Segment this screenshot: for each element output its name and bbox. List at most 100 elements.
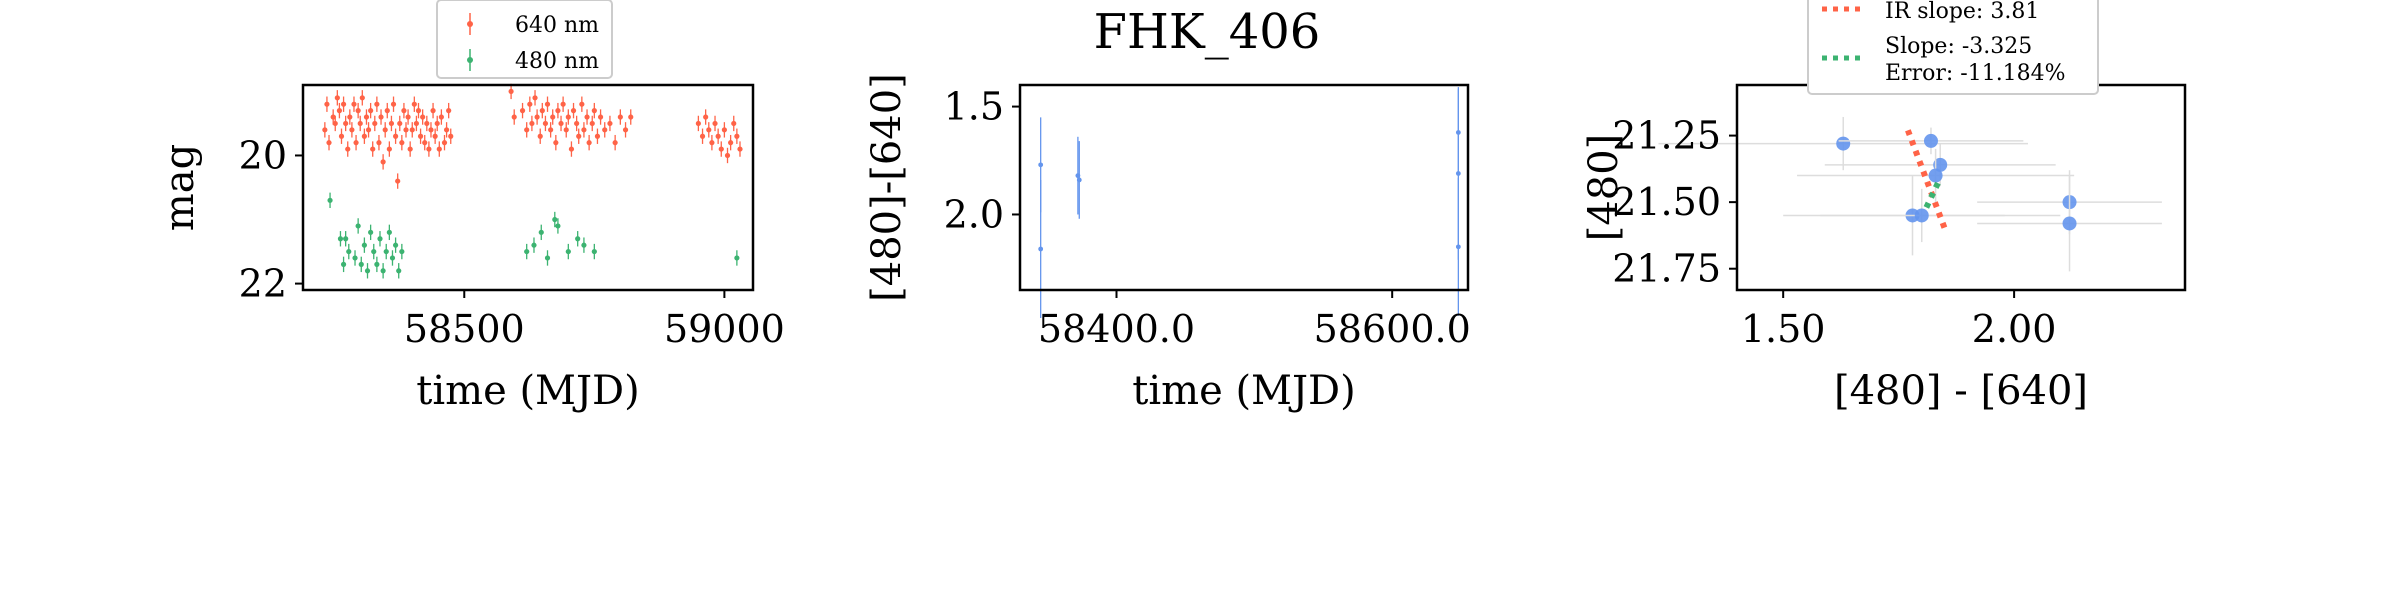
data-point bbox=[731, 120, 737, 127]
fit-line-1 bbox=[1923, 176, 1943, 209]
y-tick-label: 1.5 bbox=[944, 85, 1004, 129]
data-point bbox=[586, 140, 592, 146]
y-tick-label: 20 bbox=[239, 133, 287, 177]
data-point bbox=[574, 120, 580, 127]
data-point bbox=[1928, 168, 1943, 183]
data-point bbox=[734, 133, 740, 139]
legend-label: Error: -11.184% bbox=[1885, 61, 2066, 86]
axes-frame bbox=[1018, 83, 1470, 292]
data-point bbox=[378, 114, 384, 120]
data-point bbox=[531, 242, 537, 248]
data-point bbox=[1455, 244, 1461, 250]
data-point bbox=[1455, 171, 1461, 176]
data-point bbox=[565, 114, 571, 120]
series-0 bbox=[1038, 87, 1461, 319]
data-point bbox=[395, 178, 401, 184]
data-point bbox=[396, 268, 402, 274]
data-point bbox=[709, 140, 715, 146]
y-axis-label: [480] bbox=[1581, 134, 1627, 242]
data-point bbox=[334, 95, 340, 101]
data-point bbox=[699, 133, 706, 139]
data-point bbox=[365, 127, 372, 133]
data-point bbox=[399, 140, 405, 146]
data-point bbox=[555, 108, 561, 114]
data-point bbox=[527, 101, 533, 107]
data-point bbox=[337, 236, 344, 242]
data-point bbox=[397, 120, 403, 127]
x-axis-label: [480] - [640] bbox=[1834, 368, 2088, 414]
data-point bbox=[537, 133, 543, 139]
data-point bbox=[336, 108, 343, 114]
data-point bbox=[721, 127, 727, 133]
data-point bbox=[734, 255, 740, 261]
data-point bbox=[602, 127, 608, 133]
data-point bbox=[508, 88, 514, 95]
data-point bbox=[1836, 136, 1851, 151]
data-point bbox=[388, 120, 395, 127]
data-point bbox=[436, 146, 442, 152]
data-point bbox=[594, 133, 601, 139]
data-point bbox=[1914, 208, 1929, 223]
legend-label: 640 nm bbox=[515, 13, 599, 38]
series-640-nm bbox=[322, 83, 743, 189]
data-point bbox=[534, 114, 540, 120]
data-point bbox=[715, 133, 721, 139]
data-point bbox=[340, 101, 347, 107]
y-tick-label: 22 bbox=[239, 262, 287, 306]
data-point bbox=[399, 248, 405, 255]
data-point bbox=[403, 127, 409, 133]
data-point bbox=[568, 146, 575, 152]
data-point bbox=[446, 108, 452, 114]
data-point bbox=[426, 146, 432, 152]
data-point bbox=[382, 127, 388, 133]
x-tick-label: 58500 bbox=[404, 307, 525, 351]
y-tick-label: 2.0 bbox=[944, 192, 1004, 236]
data-point bbox=[420, 114, 426, 120]
data-point bbox=[349, 127, 355, 133]
data-point bbox=[441, 140, 448, 146]
data-point bbox=[581, 127, 587, 133]
series-480-nm bbox=[327, 192, 740, 279]
data-point bbox=[355, 108, 361, 114]
data-point bbox=[563, 127, 569, 133]
data-point bbox=[411, 101, 417, 107]
data-point bbox=[438, 114, 444, 120]
data-point bbox=[544, 101, 551, 107]
data-point bbox=[330, 114, 336, 120]
data-point bbox=[706, 127, 712, 133]
data-point bbox=[1923, 133, 1938, 148]
data-point bbox=[589, 120, 595, 127]
data-point bbox=[383, 248, 389, 255]
y-tick-label: 21.75 bbox=[1612, 247, 1721, 291]
data-point bbox=[345, 146, 351, 152]
data-point bbox=[628, 114, 634, 120]
x-tick-label: 2.00 bbox=[1972, 307, 2057, 351]
legend-box bbox=[436, 0, 613, 79]
data-point bbox=[371, 248, 377, 255]
legend-marker bbox=[467, 21, 473, 27]
data-point bbox=[380, 268, 386, 274]
data-point bbox=[1076, 177, 1082, 183]
legend-label: 480 nm bbox=[515, 49, 599, 74]
data-point bbox=[352, 255, 358, 261]
data-point bbox=[581, 242, 587, 248]
data-point bbox=[370, 146, 376, 152]
data-point bbox=[368, 229, 374, 235]
data-point bbox=[374, 261, 380, 267]
data-point bbox=[576, 133, 582, 139]
data-point bbox=[591, 248, 597, 255]
data-point bbox=[422, 140, 428, 146]
data-point bbox=[519, 108, 526, 114]
data-point bbox=[432, 133, 438, 139]
data-point bbox=[565, 248, 571, 255]
data-point bbox=[428, 127, 434, 133]
chart-color-curve: 58400.0 58600.0 1.5 2.0 time (MJD) [480]-[640… bbox=[864, 73, 1471, 414]
data-point bbox=[1038, 246, 1044, 252]
data-point bbox=[386, 229, 392, 235]
data-point bbox=[532, 95, 538, 101]
data-point bbox=[324, 101, 330, 107]
data-point bbox=[597, 114, 604, 120]
data-point bbox=[405, 114, 411, 120]
data-point bbox=[524, 248, 530, 255]
data-point bbox=[1038, 162, 1044, 168]
